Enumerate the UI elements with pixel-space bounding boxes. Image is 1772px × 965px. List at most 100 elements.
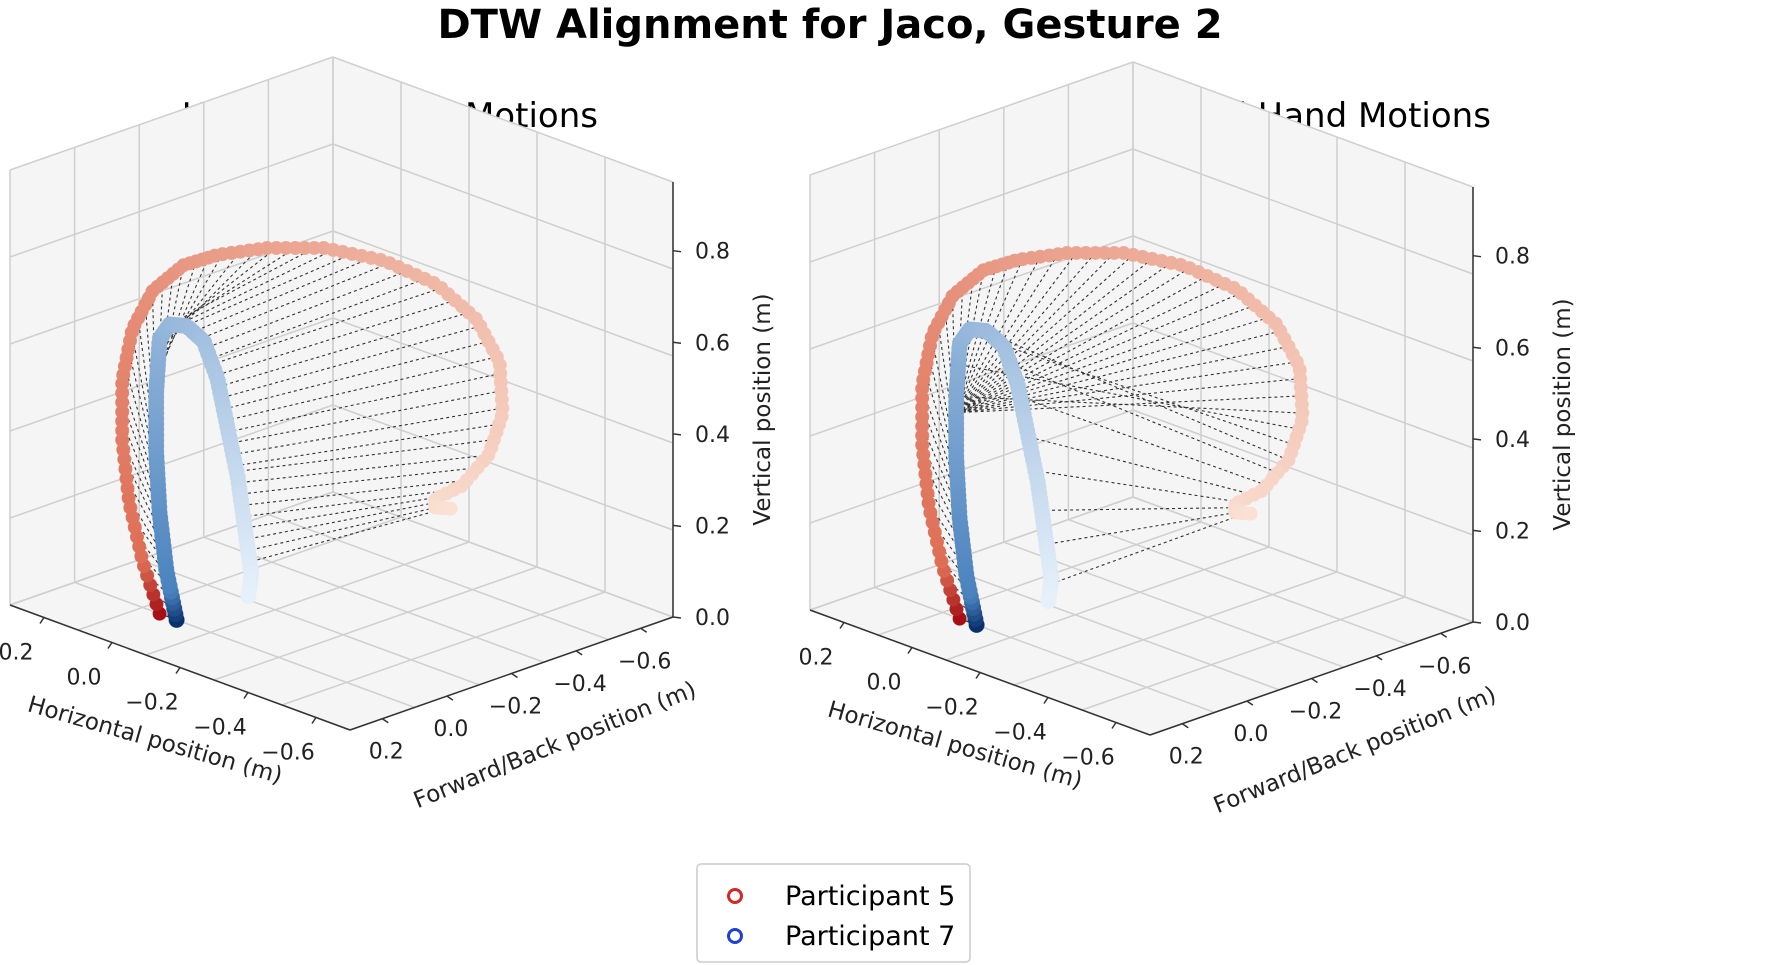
z-axis-label: Vertical position (m)	[750, 293, 776, 525]
dtw-link	[956, 304, 1256, 414]
z-tick-mark	[672, 524, 682, 528]
grid-line	[809, 322, 1134, 437]
grid-line	[938, 564, 1280, 691]
x-tick-mark	[975, 672, 981, 679]
dtw-link	[955, 267, 1190, 414]
y-tick-label: −0.6	[618, 649, 671, 674]
dtw-link	[221, 325, 481, 399]
y-tick-label: 0.2	[369, 740, 404, 765]
left-chart-panel: Unaligned Hand Motions 0.20.0−0.2−0.4−0.…	[0, 56, 776, 814]
x-tick-mark	[311, 717, 317, 724]
grid-line	[877, 521, 1202, 636]
grid-line	[1132, 148, 1474, 275]
grid-line	[203, 536, 545, 663]
dtw-link	[225, 356, 497, 422]
z-tick-label: 0.0	[1495, 611, 1530, 636]
x-tick-mark	[1043, 697, 1049, 704]
dtw-link	[955, 253, 1059, 413]
dtw-link	[218, 312, 470, 388]
grid-line	[77, 516, 402, 631]
dtw-link	[249, 507, 446, 563]
participant-7-points	[148, 316, 260, 628]
z-tick-label: 0.4	[1495, 428, 1530, 453]
participant-5-point	[1243, 506, 1258, 521]
grid-line	[281, 591, 606, 706]
grid-line	[809, 61, 1134, 176]
z-tick-mark	[1472, 529, 1482, 533]
y-tick-mark	[640, 627, 648, 633]
z-tick-label: 0.8	[1495, 245, 1530, 270]
dtw-link	[921, 407, 960, 502]
x-tick-label: 0.0	[67, 666, 102, 691]
grid-line	[809, 496, 1134, 611]
participant-5-point	[443, 501, 458, 516]
z-tick-label: 0.0	[695, 606, 730, 631]
x-tick-mark	[175, 667, 181, 674]
dtw-link	[989, 332, 1289, 461]
grid-line	[268, 513, 609, 641]
dtw-link	[955, 258, 1024, 413]
grid-line	[1081, 596, 1406, 711]
y-axis-label: Forward/Back position (m)	[1210, 682, 1500, 819]
dtw-link	[121, 421, 161, 513]
y-tick-mark	[381, 718, 389, 724]
dtw-link	[956, 317, 1270, 414]
figure-title: DTW Alignment for Jaco, Gesture 2	[437, 2, 1222, 48]
legend-marker-participant-5	[727, 888, 743, 904]
dtw-link	[955, 252, 1115, 414]
y-tick-label: 0.2	[1169, 745, 1204, 770]
dtw-link	[185, 253, 353, 327]
grid-line	[1132, 235, 1474, 362]
y-tick-mark	[1375, 655, 1383, 661]
dtw-link	[931, 337, 957, 457]
grid-line	[9, 56, 334, 171]
dtw-link	[247, 507, 436, 552]
floor-pane	[810, 497, 1473, 735]
y-tick-label: −0.4	[553, 672, 606, 697]
participant-5-points	[915, 245, 1310, 626]
dtw-link	[230, 390, 502, 444]
dtw-link	[956, 330, 1281, 414]
grid-line	[74, 581, 415, 709]
z-axis-label: Vertical position (m)	[1550, 298, 1576, 530]
y-tick-mark	[1440, 632, 1448, 638]
dtw-link	[241, 479, 467, 506]
dtw-link	[137, 318, 157, 452]
grid-line	[9, 491, 334, 606]
grid-line	[213, 566, 538, 681]
dtw-link	[1028, 436, 1254, 496]
dtw-link	[955, 262, 1172, 414]
legend-marker-participant-7	[727, 928, 743, 944]
grid-line	[145, 541, 470, 656]
x-tick-mark	[243, 692, 249, 699]
x-tick-label: −0.4	[193, 716, 246, 741]
legend-label-participant-5: Participant 5	[785, 881, 955, 912]
grid-line	[332, 230, 674, 357]
x-tick-mark	[839, 622, 845, 629]
y-tick-mark	[446, 695, 454, 701]
dtw-link	[244, 496, 440, 529]
floor-pane	[10, 492, 673, 730]
z-tick-label: 0.6	[1495, 336, 1530, 361]
grid-line	[138, 559, 480, 686]
dtw-link	[1020, 396, 1267, 486]
y-tick-mark	[575, 650, 583, 656]
z-tick-mark	[1472, 346, 1482, 350]
grid-line	[9, 317, 334, 432]
grid-line	[809, 148, 1134, 263]
dtw-link	[200, 262, 390, 340]
legend-label-participant-7: Participant 7	[785, 921, 955, 952]
dtw-link	[956, 345, 1289, 414]
dtw-link	[127, 349, 158, 469]
z-tick-label: 0.2	[1495, 519, 1530, 544]
grid-line	[1132, 61, 1474, 188]
x-tick-mark	[1111, 722, 1117, 729]
dtw-link	[192, 257, 372, 333]
x-tick-label: −0.6	[1061, 746, 1114, 771]
x-tick-mark	[907, 647, 913, 654]
participant-7-point	[1040, 592, 1057, 609]
dtw-link	[1041, 507, 1236, 511]
participant-5-points	[115, 240, 510, 621]
grid-line	[1132, 496, 1474, 623]
grid-line	[874, 586, 1215, 714]
